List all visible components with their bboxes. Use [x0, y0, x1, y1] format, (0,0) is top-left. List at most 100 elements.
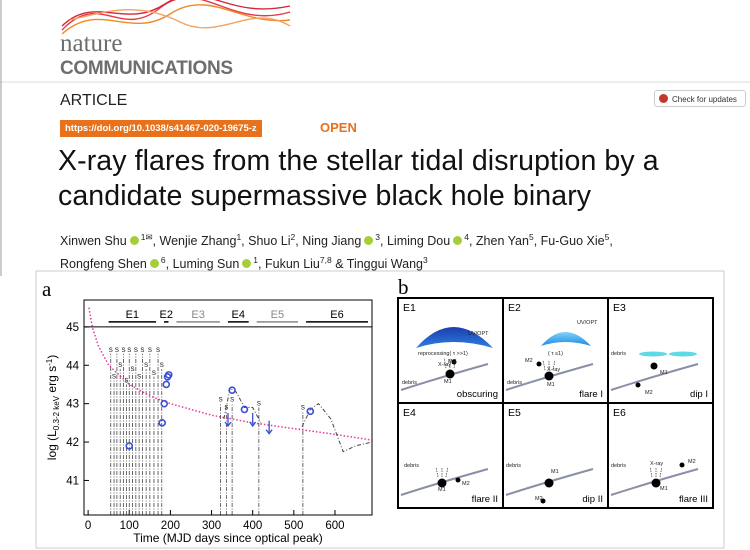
check-updates-button[interactable]: Check for updates: [654, 90, 746, 107]
box-note: reprocessing( τ >>1): [418, 351, 468, 357]
author-name: Tinggui Wang: [346, 257, 423, 272]
data-point: [164, 371, 173, 379]
data-point: [306, 407, 315, 416]
observation-marker: S: [140, 348, 144, 354]
separator: ,: [165, 257, 173, 272]
black-hole: [544, 478, 554, 488]
xray-arrow: [552, 359, 556, 371]
check-icon: [659, 94, 668, 103]
data-point: [240, 405, 249, 414]
observation-marker: S: [160, 363, 164, 369]
observation-marker: S: [115, 348, 119, 354]
epoch-label: E3: [191, 309, 204, 321]
x-tick-label: 300: [202, 520, 221, 532]
box-label: E6: [613, 407, 626, 419]
black-hole: [536, 361, 542, 367]
author-name: Xinwen Shu: [60, 234, 127, 249]
black-hole: [437, 478, 447, 488]
box-note: M1: [547, 382, 555, 388]
y-tick-label: 41: [66, 475, 79, 487]
box-note: X-ray: [650, 461, 663, 467]
section-label: ARTICLE: [60, 92, 128, 109]
data-point: [158, 419, 166, 427]
author-name: Liming Dou: [386, 234, 451, 249]
observation-marker: S: [219, 398, 223, 404]
box-label: E1: [403, 302, 416, 314]
data-point: [162, 380, 171, 389]
panel-label: b: [398, 275, 409, 299]
x-tick-label: 400: [243, 520, 262, 532]
orcid-icon: [129, 236, 139, 246]
x-tick-label: 0: [85, 520, 91, 532]
epoch-label: E5: [271, 309, 284, 321]
separator: ,: [258, 257, 265, 272]
panel-label: a: [42, 277, 52, 301]
affiliation: 3: [375, 232, 381, 242]
box-note: M2: [688, 459, 696, 465]
y-label-part: 0.3-2 keV: [52, 395, 61, 430]
epoch-label: E6: [330, 309, 343, 321]
observation-marker: S: [301, 405, 305, 411]
data-point: [125, 442, 134, 450]
doi-link[interactable]: https://doi.org/10.1038/s41467-020-19675…: [60, 120, 262, 137]
observation-marker: S: [230, 398, 234, 404]
debris-cloud: [639, 351, 667, 357]
epoch-label: E4: [232, 309, 245, 321]
separator: ,: [380, 234, 387, 249]
separator: ,: [609, 234, 613, 249]
y-label-part: erg s: [45, 366, 59, 396]
box-note: X-ray: [438, 362, 451, 368]
wave: [61, 0, 291, 31]
y-tick-label: 43: [66, 399, 79, 411]
author-name: Ning Jiang: [302, 234, 362, 249]
box-note: M1: [444, 379, 452, 385]
affiliation: 2: [290, 232, 296, 242]
observation-marker: S: [257, 402, 261, 408]
separator: &: [331, 257, 347, 272]
box-note: M1: [660, 370, 668, 376]
journal-name: nature: [60, 30, 123, 57]
separator: ,: [533, 234, 541, 249]
data-point: [228, 386, 236, 395]
black-hole: [451, 359, 457, 365]
y-tick-label: 44: [66, 360, 79, 372]
xray-arrow: [542, 359, 546, 371]
box-label: E4: [403, 407, 416, 419]
observation-marker: S: [121, 348, 125, 354]
box-label: E3: [613, 302, 626, 314]
epoch-label: E2: [160, 309, 173, 321]
debris-cloud: [669, 351, 697, 357]
y-tick-label: 42: [66, 437, 79, 449]
author-line: Xinwen Shu 1✉, Wenjie Zhang1, Shuo Li2, N…: [60, 232, 613, 248]
orcid-icon: [453, 236, 463, 246]
black-hole: [635, 382, 641, 388]
observation-marker: S: [109, 348, 113, 354]
x-tick-label: 600: [325, 520, 344, 532]
box-caption: obscuring: [457, 389, 498, 400]
box-note: debris: [506, 463, 521, 469]
arrow-head: [265, 429, 273, 435]
box-note: debris: [402, 380, 417, 386]
title-line: X-ray flares from the stellar tidal disr…: [58, 145, 659, 177]
black-hole: [650, 362, 658, 370]
plot-frame: [83, 299, 373, 516]
box-note: debris: [507, 380, 522, 386]
xray-arrow: [435, 466, 439, 478]
box-label: E2: [508, 302, 521, 314]
y-label-part: -1: [45, 358, 54, 366]
orcid-icon: [149, 259, 159, 269]
box-caption: flare II: [472, 494, 498, 505]
separator: ,: [468, 234, 476, 249]
author-name: Shuo Li: [248, 234, 291, 249]
box-note: M2: [535, 496, 543, 502]
observation-marker: S: [131, 367, 135, 373]
observation-marker: S: [134, 348, 138, 354]
xray-arrow: [453, 357, 457, 369]
figure-frame: [35, 270, 725, 549]
wave: [69, 8, 291, 29]
y-axis-label: log (L0.3-2 keV erg s-1): [45, 355, 61, 460]
box-caption: dip II: [582, 494, 603, 505]
box-note: M1: [551, 469, 559, 475]
affiliation: 5: [528, 232, 534, 242]
